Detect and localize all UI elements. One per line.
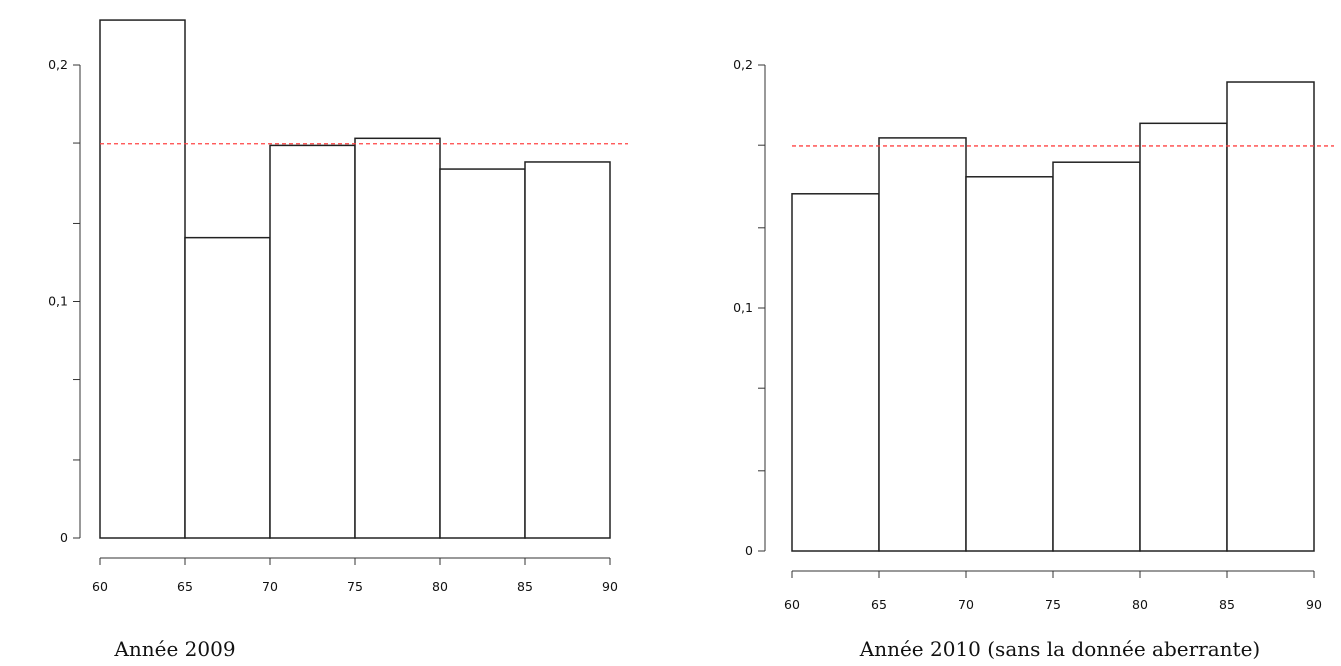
histogram-2009: 0 0,1 0,2 60 65 70 75 80 85 90 Année 2009 [48,19,628,661]
chart-caption: Année 2009 [113,637,235,661]
histogram-bar-70-75 [965,176,1054,552]
x-tick-label: 65 [177,579,193,594]
histogram-bar-85-90 [524,161,611,539]
x-tick-label: 85 [1219,597,1235,612]
x-tick-label: 70 [262,579,278,594]
histogram-bar-80-85 [1139,122,1228,552]
histogram-bar-60-65 [99,19,186,539]
histogram-bar-80-85 [439,168,526,539]
y-tick-label: 0 [745,543,753,558]
x-tick-label: 90 [1306,597,1322,612]
histogram-bar-60-65 [791,193,880,552]
y-tick-label: 0,2 [48,57,68,72]
histogram-bar-65-70 [184,236,271,539]
x-tick-label: 85 [517,579,533,594]
chart-caption: Année 2010 (sans la donnée aberrante) [859,637,1260,661]
x-tick-label: 75 [1045,597,1061,612]
y-tick-label: 0,1 [48,294,68,309]
x-tick-label: 80 [1132,597,1148,612]
y-tick-label: 0,2 [733,57,753,72]
x-tick-label: 60 [92,579,108,594]
histogram-bar-75-80 [354,137,441,539]
x-tick-label: 60 [784,597,800,612]
histogram-bar-65-70 [878,137,967,552]
x-tick-label: 70 [958,597,974,612]
x-tick-label: 65 [871,597,887,612]
x-tick-label: 90 [602,579,618,594]
y-tick-label: 0,1 [733,300,753,315]
y-tick-label: 0 [60,530,68,545]
x-tick-label: 80 [432,579,448,594]
histogram-bar-70-75 [269,144,356,539]
histogram-bar-85-90 [1226,81,1315,552]
histogram-2010: 0 0,1 0,2 60 65 70 75 80 85 90 Année 2010 (sans la… [733,57,1334,661]
histogram-bar-75-80 [1052,161,1141,552]
x-tick-label: 75 [347,579,363,594]
